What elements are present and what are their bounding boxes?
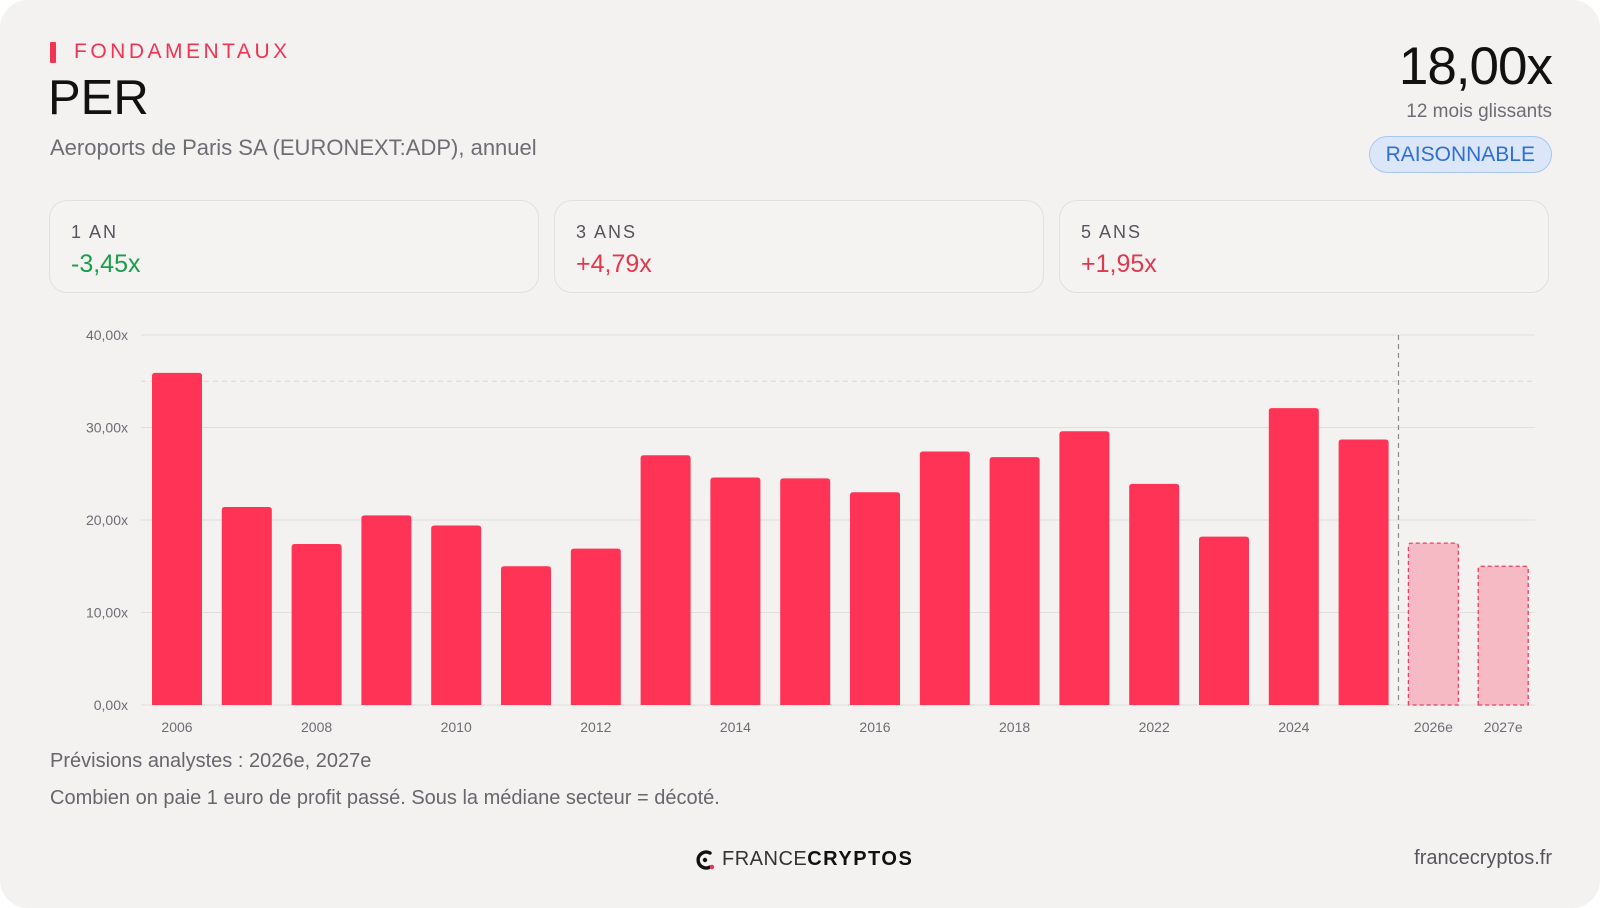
brand-logo: FRANCE CRYPTOS [694, 848, 913, 871]
bar [919, 451, 970, 705]
x-tick-label: 2016 [859, 719, 890, 735]
bar [989, 457, 1040, 705]
brand-mark-icon [696, 849, 715, 870]
per-bar-chart: 0,00x 10,00x 20,00x 30,00x 40,00x 2006 2008 201… [86, 327, 1535, 735]
brand-name-light: FRANCE [722, 848, 808, 870]
stat-card-5-ans: 5 ANS +1,95x [1059, 200, 1549, 293]
y-tick-label: 10,00x [86, 605, 128, 621]
bar [710, 477, 761, 705]
stat-label: 1 AN [71, 222, 119, 242]
stat-card-3-ans: 3 ANS +4,79x [554, 200, 1044, 293]
bar [1338, 439, 1389, 705]
x-tick-label: 2010 [441, 719, 472, 735]
y-tick-label: 0,00x [94, 697, 128, 713]
x-tick-label: 2014 [720, 719, 751, 735]
bar [221, 507, 272, 705]
bar [1059, 431, 1110, 705]
bar [1268, 408, 1319, 705]
y-tick-label: 20,00x [86, 512, 128, 528]
stat-card-1-an: 1 AN -3,45x [49, 200, 539, 293]
x-tick-label: 2027e [1484, 719, 1523, 735]
stat-value: -3,45x [71, 250, 141, 278]
bar [1199, 536, 1249, 705]
bar-layer [152, 372, 1529, 706]
section-eyebrow: FONDAMENTAUX [50, 40, 291, 64]
y-tick-label: 30,00x [86, 420, 128, 436]
bar [431, 525, 482, 705]
eyebrow-accent-bar [50, 41, 56, 63]
bar-estimate [1477, 565, 1529, 706]
label-layer: 0,00x 10,00x 20,00x 30,00x 40,00x 2006 2008 201… [86, 327, 1523, 735]
stat-value: +4,79x [576, 250, 652, 278]
bar [570, 548, 621, 705]
x-tick-label: 2022 [1139, 719, 1170, 735]
stat-label: 3 ANS [576, 222, 638, 242]
bar [780, 478, 831, 705]
bar [361, 515, 412, 705]
bar [291, 544, 342, 705]
x-tick-label: 2018 [999, 719, 1030, 735]
x-tick-label: 2012 [580, 719, 611, 735]
bar [640, 455, 691, 705]
website-link[interactable]: francecryptos.fr [1414, 847, 1552, 869]
valuation-badge: RAISONNABLE [1368, 136, 1552, 173]
bar [501, 566, 551, 705]
current-per-caption: 12 mois glissants [1406, 101, 1552, 122]
eyebrow-label: FONDAMENTAUX [74, 40, 291, 63]
bar [850, 492, 900, 705]
bar [1129, 483, 1180, 705]
x-tick-label: 2024 [1278, 719, 1309, 735]
stat-label: 5 ANS [1081, 222, 1143, 242]
x-tick-label: 2026e [1414, 719, 1453, 735]
bar [152, 372, 202, 705]
page-subtitle: Aeroports de Paris SA (EURONEXT:ADP), an… [50, 135, 537, 160]
bar-estimate [1407, 542, 1460, 706]
x-tick-label: 2008 [301, 719, 332, 735]
brand-name-bold: CRYPTOS [807, 848, 914, 870]
current-per-value: 18,00x [1398, 37, 1553, 96]
x-tick-label: 2006 [161, 719, 192, 735]
definition-note: Combien on paie 1 euro de profit passé. … [50, 787, 720, 809]
grid-layer [141, 334, 1535, 706]
stat-value: +1,95x [1081, 250, 1157, 278]
page-title: PER [48, 71, 149, 125]
y-tick-label: 40,00x [86, 327, 128, 343]
forecast-note: Prévisions analystes : 2026e, 2027e [50, 750, 372, 772]
